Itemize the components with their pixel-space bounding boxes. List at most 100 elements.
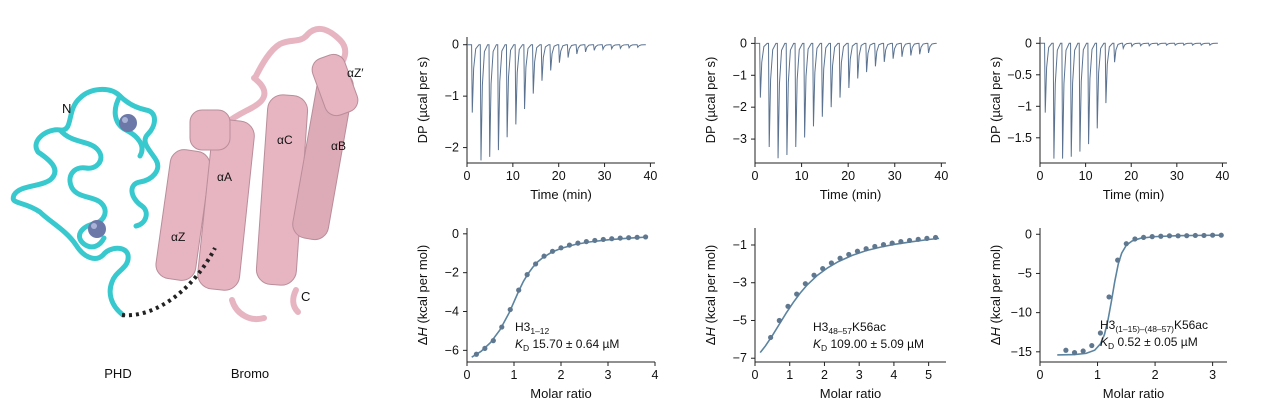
x-axis-label: Molar ratio bbox=[1103, 386, 1164, 401]
data-point bbox=[889, 240, 895, 246]
y-tick-label: −4 bbox=[445, 305, 459, 319]
x-tick-label: 0 bbox=[1037, 169, 1044, 183]
y-tick-label: 0 bbox=[740, 36, 747, 50]
x-tick-label: 0 bbox=[752, 368, 759, 382]
data-point bbox=[1115, 257, 1121, 263]
x-tick-label: 20 bbox=[552, 169, 566, 183]
label-helix-b: αB bbox=[331, 139, 346, 153]
data-point bbox=[643, 234, 649, 240]
data-point bbox=[802, 281, 808, 287]
y-tick-label: −1 bbox=[445, 89, 459, 103]
data-point bbox=[1106, 294, 1112, 300]
data-point bbox=[1166, 233, 1173, 239]
data-point bbox=[785, 303, 791, 309]
data-point bbox=[1089, 342, 1095, 349]
itc-binding-panel-1: 0 1 2 3 4 0 −2 −4 −6 Molar ratio ΔH (kcal per mol)… bbox=[415, 227, 659, 401]
x-tick-label: 4 bbox=[652, 368, 659, 382]
data-point bbox=[1063, 347, 1069, 353]
x-tick-label: 20 bbox=[1124, 169, 1138, 183]
x-tick-label: 30 bbox=[888, 169, 902, 183]
x-tick-label: 0 bbox=[464, 368, 471, 382]
data-point bbox=[592, 237, 598, 244]
data-point bbox=[1097, 330, 1104, 336]
label-helix-zprime: αZ′ bbox=[347, 66, 364, 80]
fit-curve bbox=[759, 237, 940, 354]
x-tick-label: 2 bbox=[1152, 368, 1159, 382]
y-tick-label: −6 bbox=[445, 343, 459, 357]
data-point bbox=[880, 242, 887, 248]
itc-raw-panel-1: 0 10 20 30 40 0 −1 −2 Time (min) DP (µcal per s) bbox=[415, 37, 657, 202]
data-point bbox=[1210, 232, 1216, 238]
kd-label: KD 15.70 ± 0.64 µM bbox=[515, 337, 619, 353]
data-point bbox=[776, 317, 782, 324]
y-axis-label: DP (µcal per s) bbox=[988, 57, 1003, 144]
x-tick-label: 0 bbox=[464, 169, 471, 183]
data-point bbox=[820, 265, 826, 272]
x-tick-label: 4 bbox=[890, 368, 897, 382]
data-point bbox=[811, 272, 817, 278]
x-tick-label: 1 bbox=[786, 368, 793, 382]
itc-binding-panel-2: 0 1 2 3 4 5 −1 −3 −5 −7 Molar ratio ΔH (kcal per mo… bbox=[703, 228, 946, 401]
data-point bbox=[846, 251, 852, 258]
data-point bbox=[617, 235, 623, 241]
kd-label: KD 0.52 ± 0.05 µM bbox=[1100, 335, 1198, 351]
y-tick-label: −0.5 bbox=[1007, 68, 1032, 82]
y-axis-label: ΔH (kcal per mol) bbox=[703, 245, 718, 345]
data-point bbox=[854, 248, 861, 254]
data-point bbox=[794, 291, 800, 297]
kd-label: KD 109.00 ± 5.09 µM bbox=[813, 337, 924, 353]
y-tick-label: −3 bbox=[733, 132, 747, 146]
data-point bbox=[898, 238, 904, 245]
fit-curve bbox=[471, 236, 646, 358]
data-point bbox=[507, 306, 513, 313]
x-tick-label: 2 bbox=[558, 368, 565, 382]
ligand-label: H3(1–15)–(48–57)K56ac bbox=[1100, 318, 1208, 334]
bromo-panel-label: Bromo bbox=[231, 366, 269, 381]
x-tick-label: 30 bbox=[598, 169, 612, 183]
data-point bbox=[549, 248, 556, 254]
x-tick-label: 40 bbox=[1215, 169, 1229, 183]
label-helix-z: αZ bbox=[171, 230, 185, 244]
data-point bbox=[609, 236, 615, 242]
x-axis-label: Time (min) bbox=[820, 187, 882, 202]
y-axis-label: ΔH (kcal per mol) bbox=[415, 245, 430, 345]
data-point bbox=[924, 235, 930, 241]
y-tick-label: −10 bbox=[1011, 306, 1032, 320]
data-point bbox=[1158, 233, 1164, 239]
data-point bbox=[837, 255, 843, 261]
data-point bbox=[490, 338, 496, 344]
y-tick-label: −2 bbox=[733, 100, 747, 114]
x-axis-label: Molar ratio bbox=[820, 386, 881, 401]
data-point bbox=[863, 246, 869, 252]
y-axis-label: DP (µcal per s) bbox=[415, 57, 430, 144]
itc-raw-panel-2: 0 10 20 30 40 0 −1 −2 −3 Time (min) DP (µcal per s… bbox=[703, 36, 948, 202]
x-axis-label: Time (min) bbox=[1103, 187, 1165, 202]
data-point bbox=[541, 253, 547, 259]
x-tick-label: 40 bbox=[934, 169, 948, 183]
data-point bbox=[566, 242, 573, 248]
data-point bbox=[1080, 348, 1086, 354]
y-tick-label: −5 bbox=[733, 313, 747, 327]
y-tick-label: −2 bbox=[445, 266, 459, 280]
x-tick-label: 3 bbox=[1209, 368, 1216, 382]
itc-binding-panel-3: 0 1 2 3 0 −5 −10 −15 Molar ratio ΔH (kcal per mol… bbox=[988, 227, 1227, 401]
data-point bbox=[634, 234, 640, 240]
data-point bbox=[1149, 234, 1155, 240]
x-tick-label: 20 bbox=[841, 169, 855, 183]
y-axis-label: DP (µcal per s) bbox=[703, 57, 718, 144]
data-point bbox=[473, 351, 479, 357]
disordered-linker bbox=[121, 247, 217, 318]
data-point bbox=[600, 236, 606, 243]
thermogram-trace bbox=[1040, 42, 1218, 159]
y-axis-label: ΔH (kcal per mol) bbox=[988, 245, 1003, 345]
data-point bbox=[533, 261, 539, 267]
label-c-terminus: C bbox=[301, 289, 310, 304]
x-tick-label: 10 bbox=[795, 169, 809, 183]
ligand-label: H31–12 bbox=[515, 320, 550, 336]
data-point bbox=[583, 238, 589, 245]
phd-panel-label: PHD bbox=[104, 366, 131, 381]
y-tick-label: −3 bbox=[733, 276, 747, 290]
data-point bbox=[828, 260, 835, 266]
label-helix-a: αA bbox=[217, 170, 232, 184]
x-tick-label: 0 bbox=[752, 169, 759, 183]
